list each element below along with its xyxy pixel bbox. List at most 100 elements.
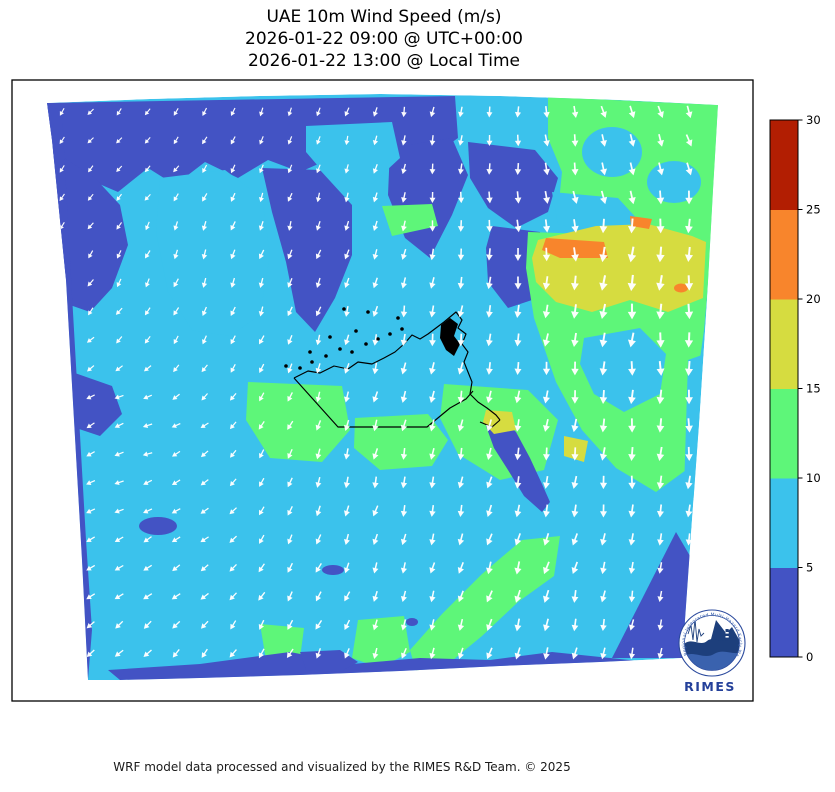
island-dot: [366, 310, 370, 314]
wind-arrow: [315, 534, 322, 545]
wind-arrow: [259, 136, 264, 145]
wind-arrow: [316, 164, 321, 174]
wind-arrow: [656, 389, 665, 405]
wind-arrow: [486, 106, 493, 118]
wind-arrow: [201, 306, 207, 317]
colorbar-segment-green: [770, 388, 798, 479]
wind-arrow: [486, 305, 493, 318]
wind-arrow: [571, 275, 579, 291]
map-region-low-wind-left-bump: [72, 372, 122, 436]
wind-arrow: [628, 504, 636, 518]
wind-arrow: [315, 619, 323, 630]
wind-arrow: [628, 361, 636, 376]
wind-arrow: [486, 191, 493, 204]
wind-arrow: [543, 647, 550, 660]
map-region-cyan-right-mid-blob: [580, 328, 666, 412]
wind-arrow: [173, 136, 179, 145]
wind-arrow: [172, 648, 180, 658]
lighthouse-stripe: [725, 636, 729, 638]
wind-arrow: [457, 276, 465, 290]
wind-arrow: [685, 504, 693, 518]
wind-arrow: [429, 476, 436, 489]
wind-arrow: [229, 592, 238, 601]
wind-arrow: [200, 620, 209, 629]
map-region-green-bottom-b: [260, 624, 304, 660]
wind-arrow: [202, 335, 207, 345]
wind-arrow: [486, 248, 493, 261]
map-region-green-diagonal-band: [410, 536, 560, 671]
wind-arrow: [344, 363, 350, 374]
wind-arrow: [400, 476, 408, 489]
wind-arrow: [400, 277, 407, 289]
wind-arrow: [599, 447, 608, 461]
wind-arrow: [600, 618, 607, 631]
wind-arrow: [486, 561, 493, 575]
wind-arrow: [173, 249, 179, 260]
wind-arrow: [114, 394, 124, 400]
wind-arrow: [344, 533, 350, 545]
map-region-green-bottom-a: [352, 616, 410, 668]
wind-arrow: [600, 561, 607, 575]
wind-arrow: [59, 136, 65, 145]
wind-arrow: [400, 619, 407, 631]
wind-arrow: [200, 479, 209, 486]
colorbar-segment-orange: [770, 209, 798, 300]
wind-arrow: [344, 306, 350, 317]
wind-arrow: [457, 220, 465, 232]
wind-arrow: [259, 449, 265, 459]
wind-arrow: [458, 135, 464, 146]
wind-arrow: [142, 423, 153, 429]
wind-arrow: [258, 421, 265, 430]
wind-arrow: [571, 190, 579, 204]
wind-arrow: [372, 505, 379, 517]
map-region-low-wind-top-band: [47, 96, 458, 192]
wind-arrow: [486, 590, 493, 603]
wind-arrow: [542, 447, 550, 461]
wind-arrow: [200, 450, 209, 458]
wind-arrow: [486, 419, 493, 432]
wind-arrow: [258, 306, 265, 317]
wind-arrow: [315, 505, 322, 517]
wind-arrow: [486, 333, 493, 347]
wind-arrow: [627, 246, 637, 263]
wind-arrow: [116, 222, 123, 230]
wind-arrow: [685, 418, 693, 433]
wind-arrow: [628, 418, 636, 433]
wind-arrow: [200, 536, 209, 543]
wind-arrow: [171, 423, 181, 428]
wind-arrow: [429, 277, 436, 289]
wind-arrow: [543, 561, 550, 575]
wind-arrow: [486, 476, 493, 489]
wind-arrow: [599, 361, 608, 376]
wind-arrow: [287, 448, 293, 459]
wind-arrow: [372, 476, 379, 489]
wind-arrow: [144, 193, 151, 201]
wind-arrow: [400, 333, 408, 347]
island-dot: [310, 360, 314, 364]
wind-arrow: [143, 564, 153, 571]
wind-arrow: [657, 533, 664, 546]
wind-arrow: [656, 361, 665, 376]
wind-arrows: [59, 105, 694, 660]
wind-arrow: [628, 619, 635, 631]
wind-arrow: [172, 620, 181, 629]
map-region-low-wind-bottom-strip: [108, 652, 648, 680]
wind-arrow: [344, 107, 350, 117]
wind-arrow: [429, 135, 436, 146]
island-dot: [298, 366, 302, 370]
wind-arrow: [202, 107, 208, 116]
wind-arrow: [143, 394, 153, 400]
wind-arrow: [116, 137, 123, 144]
wind-arrow: [401, 106, 407, 118]
wind-arrow: [600, 134, 607, 147]
wind-arrow: [685, 218, 693, 234]
wind-arrow: [457, 447, 465, 461]
wind-arrow: [258, 506, 265, 516]
wind-arrow: [145, 278, 150, 288]
wind-arrow: [372, 334, 379, 346]
coastline-path: [293, 311, 501, 421]
wind-arrow: [628, 134, 636, 147]
wind-arrow: [542, 247, 551, 262]
wind-arrow: [542, 276, 551, 290]
wind-arrow: [571, 533, 579, 546]
